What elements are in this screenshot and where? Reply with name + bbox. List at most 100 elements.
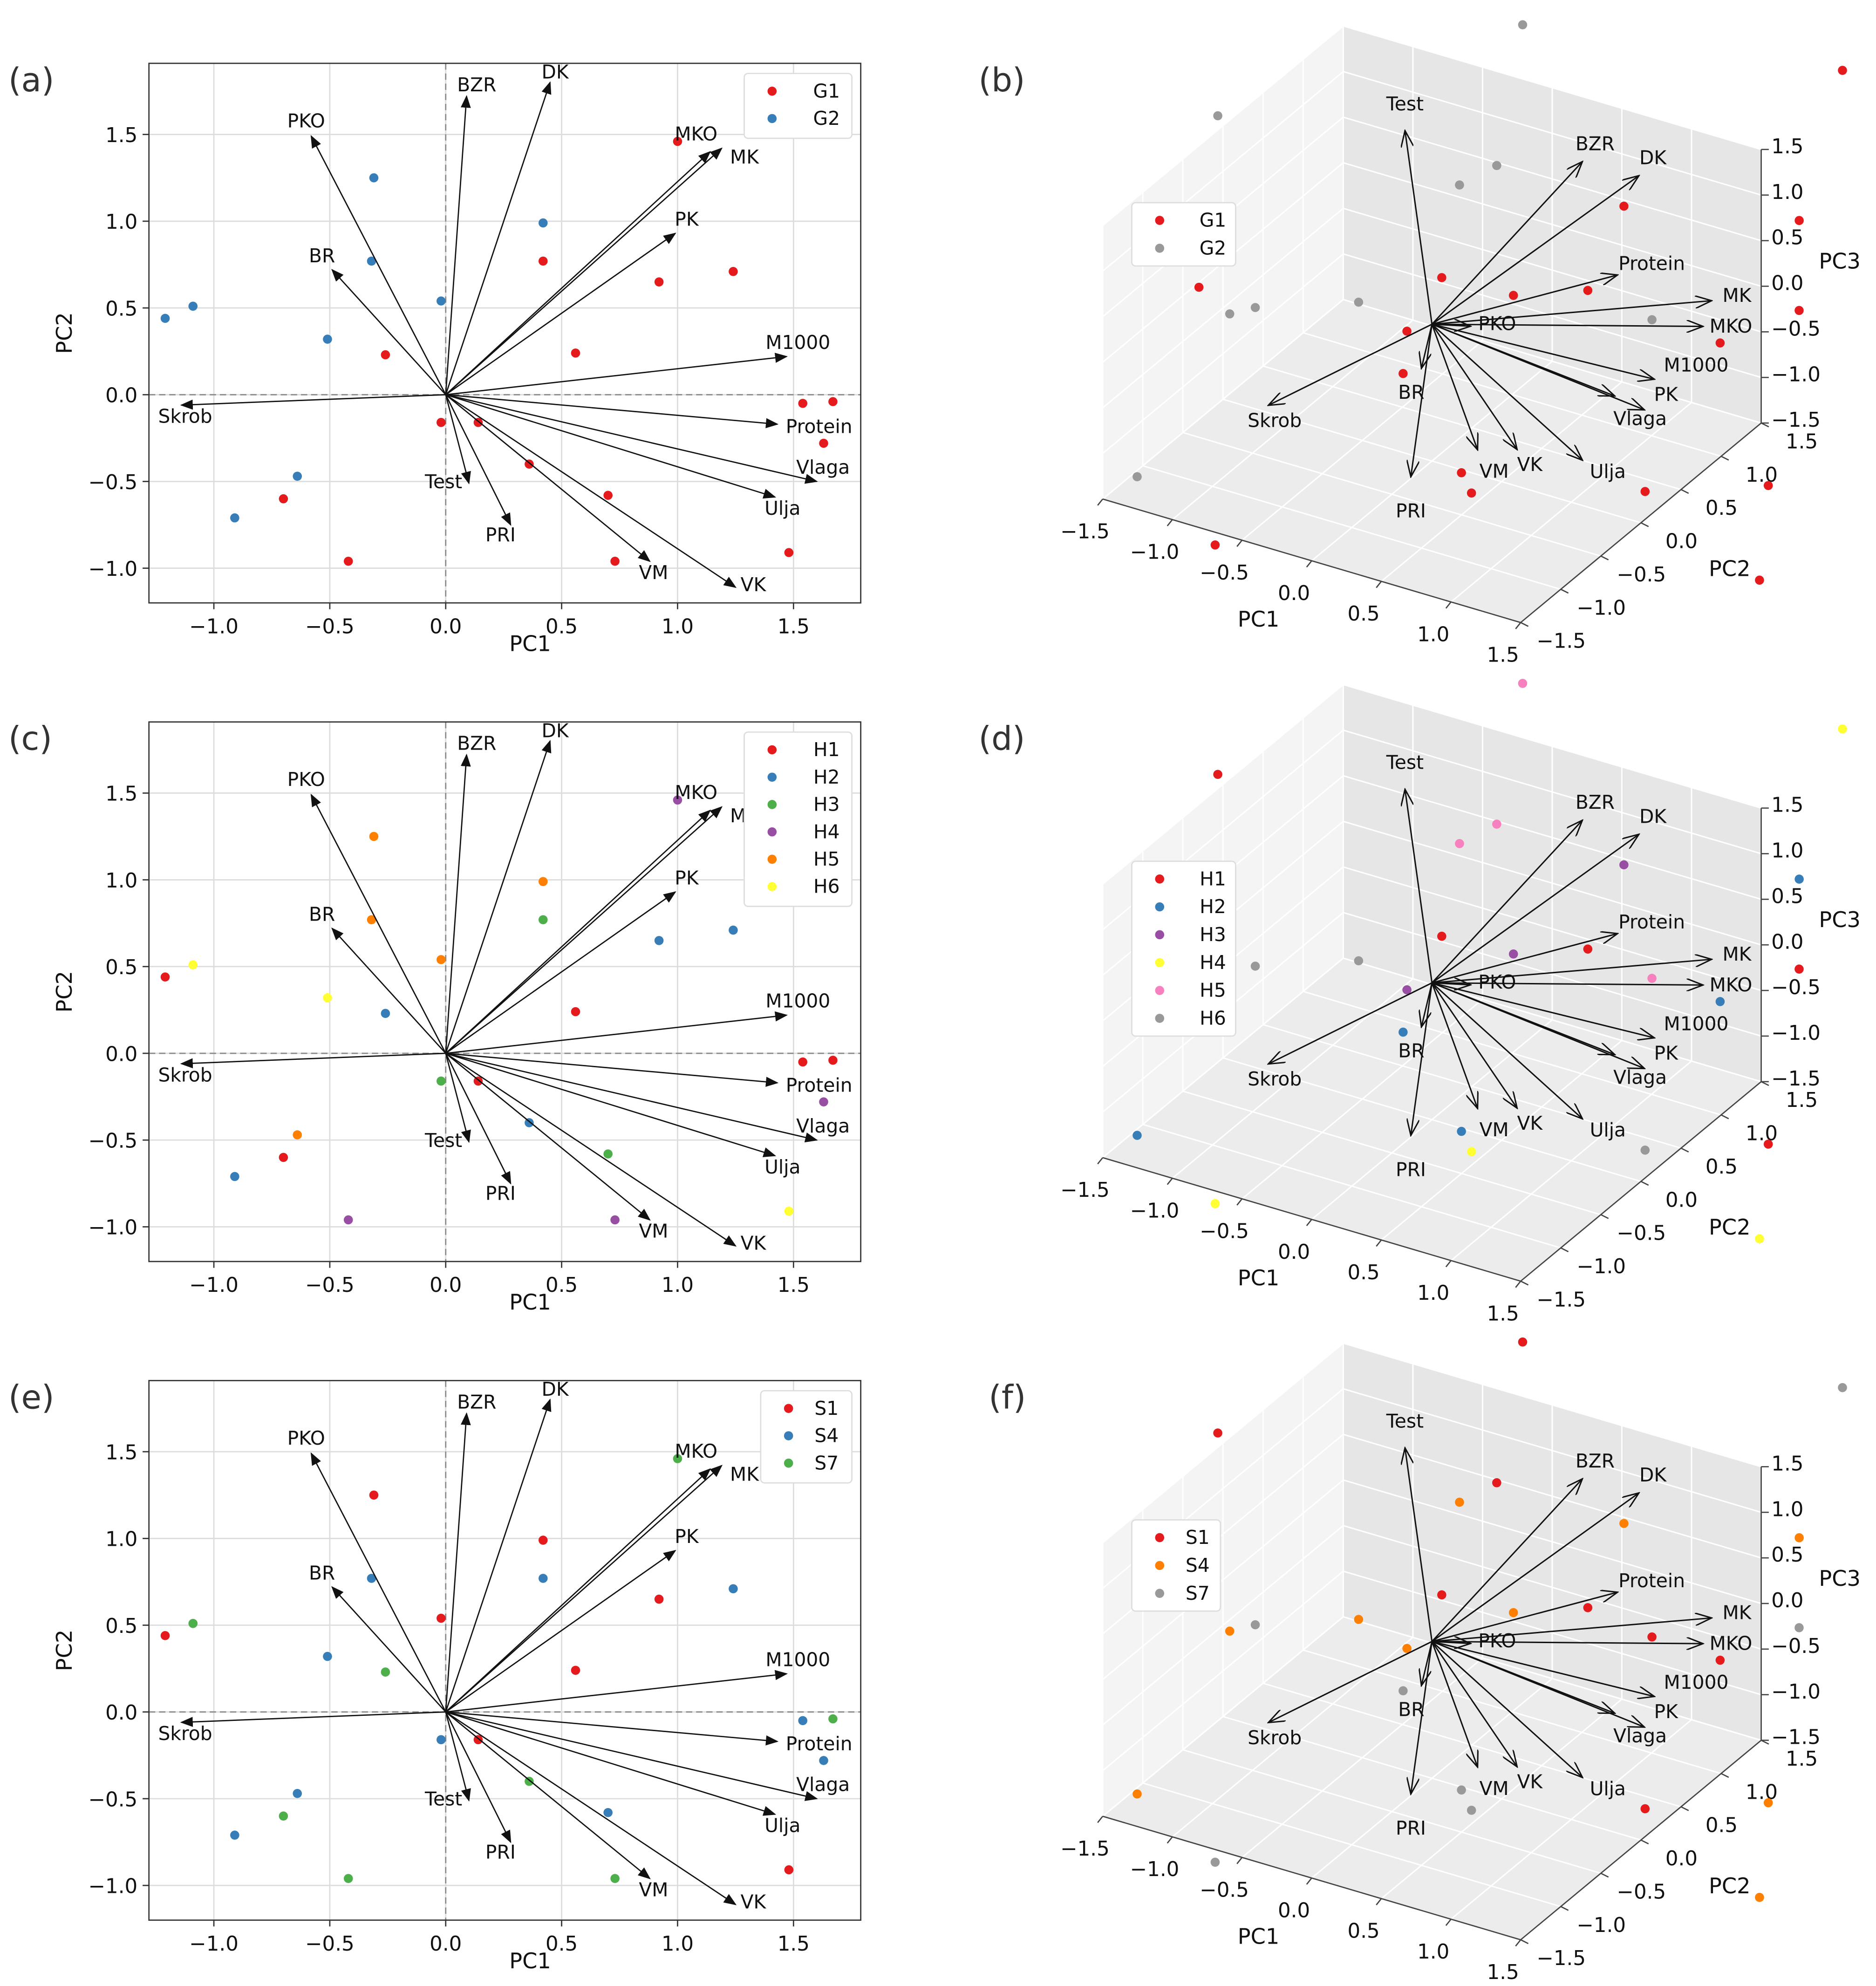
- y-axis-label: PC2: [52, 1630, 77, 1672]
- loading-label-protein: Protein: [1618, 1570, 1685, 1592]
- data-point-S4: [603, 1808, 613, 1817]
- loading-label-pko: PKO: [1478, 971, 1516, 993]
- loading-arrow-test: [445, 1712, 471, 1802]
- data-point-H6: [1354, 956, 1364, 966]
- legend-label: S7: [1186, 1582, 1210, 1604]
- loading-label-vlaga: Vlaga: [796, 1774, 850, 1796]
- data-point-H2: [525, 1118, 534, 1127]
- z-tick-label: 0.5: [1771, 1543, 1803, 1567]
- x-tick-label: 1.0: [662, 1932, 694, 1956]
- legend-marker: [1155, 1014, 1165, 1023]
- legend-marker: [1155, 244, 1165, 253]
- x-tick-mark: [1167, 1836, 1173, 1844]
- z-axis-label: PC3: [1819, 1566, 1861, 1591]
- data-point-H3: [1619, 860, 1629, 870]
- data-point-S4: [437, 1735, 446, 1745]
- z-tick-label: 1.0: [1771, 181, 1803, 204]
- x-axis-label: PC1: [509, 631, 551, 656]
- loading-label-mko: MKO: [675, 781, 717, 804]
- loading-label-pk: PK: [675, 867, 699, 889]
- loading-label-test: Test: [1386, 93, 1424, 115]
- x-tick-label: 0.5: [546, 1932, 578, 1956]
- grid-line: [1222, 1716, 1641, 1841]
- data-point-S4: [819, 1756, 828, 1765]
- loading-arrow-vlaga: [445, 394, 818, 484]
- loading-arrow-dk: [1431, 834, 1639, 983]
- loading-arrow-m1000: [1432, 1641, 1654, 1697]
- loading-label-test: Test: [424, 471, 462, 493]
- panel-label: (c): [8, 719, 52, 758]
- loading-label-vk: VK: [741, 1232, 767, 1255]
- data-point-S1: [1492, 1478, 1501, 1488]
- loading-arrow-vm: [1431, 1641, 1478, 1768]
- data-point-H4: [343, 1215, 353, 1225]
- loading-label-protein: Protein: [786, 1733, 853, 1755]
- panel-c: −1.0 −0.5 0.0 0.5 1.0 1.5 −1.0 −0.5 0.0 0.5 1.0 1.5…: [8, 719, 862, 1315]
- loading-label-pko: PKO: [287, 768, 325, 791]
- data-point-G2: [1455, 180, 1464, 190]
- data-point-S1: [1583, 1603, 1593, 1612]
- loading-label-mk: MK: [730, 146, 759, 168]
- loading-label-dk: DK: [542, 719, 569, 742]
- loading-label-vlaga: Vlaga: [1613, 1066, 1667, 1088]
- data-point-G1: [1402, 327, 1412, 336]
- loading-arrow-m1000: [445, 1670, 788, 1713]
- x-tick-label: 0.5: [546, 615, 578, 638]
- loading-arrow-protein: [1432, 934, 1617, 984]
- loading-arrow-br: [1421, 324, 1433, 369]
- loading-label-skrob: Skrob: [158, 1064, 212, 1086]
- loading-arrow-mk: [1432, 300, 1712, 325]
- loading-arrow-dk: [445, 740, 552, 1054]
- y-tick-label: −1.0: [89, 1216, 138, 1240]
- data-point-G2: [1132, 472, 1142, 482]
- y-tick-label: 0.5: [105, 1615, 137, 1638]
- loading-label-protein: Protein: [1618, 252, 1685, 274]
- legend-marker: [1155, 874, 1165, 884]
- y-tick-label: −1.5: [1536, 630, 1586, 653]
- data-point-S4: [1619, 1519, 1629, 1528]
- data-point-G2: [293, 471, 302, 481]
- y-tick-label: −1.0: [1576, 1914, 1626, 1937]
- x-tick-label: 1.5: [778, 1932, 810, 1956]
- data-point-H6: [323, 993, 332, 1003]
- grid-line: [1102, 1616, 1344, 1817]
- loading-label-pk: PK: [1654, 1042, 1678, 1064]
- loading-arrow-bzr: [1431, 1479, 1583, 1642]
- loading-arrow-dk: [445, 81, 552, 395]
- z-tick-label: 1.0: [1771, 1498, 1803, 1521]
- legend-marker: [767, 745, 777, 755]
- loading-label-br: BR: [309, 1562, 335, 1584]
- data-point-G1: [1838, 66, 1847, 75]
- data-point-G1: [1619, 201, 1629, 211]
- y-axis-label: PC2: [1709, 1873, 1751, 1898]
- loading-label-test: Test: [424, 1788, 462, 1810]
- y-tick-label: −1.5: [1536, 1947, 1586, 1970]
- loading-label-ulja: Ulja: [764, 1815, 800, 1837]
- data-point-S7: [673, 1454, 682, 1463]
- y-tick-label: 1.0: [105, 869, 137, 893]
- loading-label-test: Test: [1386, 1410, 1424, 1432]
- loading-label-mk: MK: [730, 1463, 759, 1486]
- y-tick-label: 0.5: [1705, 1814, 1738, 1837]
- loading-arrow-br: [331, 1586, 446, 1713]
- x-tick-label: 0.0: [1278, 1241, 1310, 1264]
- data-point-H1: [473, 1076, 483, 1086]
- grid-line: [1343, 1570, 1761, 1696]
- x-tick-label: 0.0: [430, 615, 462, 638]
- legend-label: G1: [813, 80, 840, 102]
- data-point-H4: [1467, 1147, 1476, 1156]
- grid-line: [1142, 1782, 1561, 1907]
- loading-label-vm: VM: [1480, 1777, 1509, 1800]
- loading-arrow-pko: [310, 793, 446, 1054]
- data-point-S7: [279, 1811, 288, 1821]
- x-tick-mark: [1097, 1815, 1104, 1823]
- loading-label-vk: VK: [741, 1890, 767, 1913]
- loading-label-vk: VK: [1517, 1771, 1543, 1793]
- data-point-G2: [1213, 111, 1222, 121]
- y-tick-mark: [1680, 489, 1689, 494]
- loading-arrow-vk: [1431, 982, 1517, 1108]
- z-tick-label: −1.0: [1771, 363, 1821, 386]
- legend-marker: [1155, 1589, 1165, 1598]
- loading-label-ulja: Ulja: [1590, 1119, 1626, 1141]
